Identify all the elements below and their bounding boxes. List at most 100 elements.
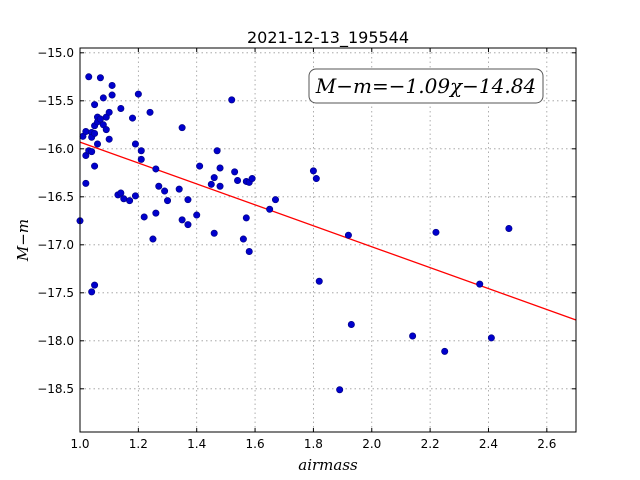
data-point [344,231,352,239]
data-point [88,148,96,156]
fit-line [79,141,577,321]
data-point [82,128,90,136]
data-point [193,211,201,219]
chart-title: 2021-12-13_195544 [247,28,409,48]
y-tick-labels: −15.0 −15.5 −16.0 −16.5 −17.0 −17.5 −18.0 −18.5 [37,46,74,396]
data-point [126,197,134,205]
data-point [210,229,218,237]
data-point [228,96,236,104]
data-point [120,195,128,203]
fit-line-group [79,141,577,321]
data-points [76,73,513,394]
data-point [245,248,253,256]
x-tick-label: 1.6 [246,437,265,451]
fit-equation-box: M−m=−1.09χ−14.84 [308,68,544,104]
data-point [336,386,344,394]
data-point [108,91,116,99]
data-point [312,175,320,183]
x-tick-label: 1.8 [304,437,323,451]
data-point [96,115,104,123]
data-point [117,104,125,112]
data-point [239,235,247,243]
data-point [85,73,93,81]
data-point [271,196,279,204]
data-point [155,182,163,190]
data-point [91,129,99,137]
data-point [476,280,484,288]
data-point [102,126,110,134]
plot-frame [79,47,577,433]
data-point [117,189,125,197]
data-point [91,162,99,170]
data-point [315,277,323,285]
data-point [131,192,139,200]
y-tick-label: −16.0 [37,142,74,156]
data-point [213,147,221,155]
data-point [131,140,139,148]
data-point [409,332,417,340]
data-point [216,164,224,172]
data-point [175,185,183,193]
data-point [234,176,242,184]
data-point [207,180,215,188]
data-point [129,114,137,122]
y-tick-label: −15.5 [37,94,74,108]
data-point [210,174,218,182]
fit-equation-text: M−m=−1.09χ−14.84 [315,74,536,98]
data-point [441,347,449,355]
data-point [266,205,274,213]
data-point [178,216,186,224]
data-point [505,224,513,232]
data-point [105,108,113,116]
data-point [94,140,102,148]
data-point [164,197,172,205]
data-point [149,235,157,243]
data-point [196,162,204,170]
y-tick-label: −17.5 [37,286,74,300]
data-point [178,124,186,132]
data-point [88,288,96,296]
y-tick-label: −17.0 [37,238,74,252]
x-tick-label: 2.2 [421,437,440,451]
data-point [91,101,99,109]
data-point [152,209,160,217]
x-tick-label: 1.0 [70,437,89,451]
data-point [487,334,495,342]
data-point [137,147,145,155]
y-axis-label: M−m [14,219,32,262]
data-point [108,81,116,89]
data-point [82,179,90,187]
axis-ticks [79,48,576,432]
data-point [134,90,142,98]
data-point [216,182,224,190]
data-point [347,320,355,328]
fit-equation-frame [308,68,544,104]
data-point [146,108,154,116]
data-point [105,135,113,143]
data-point [96,74,104,82]
data-point [152,165,160,173]
data-point [242,214,250,222]
y-tick-label: −15.0 [37,46,74,60]
x-tick-label: 1.4 [187,437,206,451]
data-point [184,221,192,229]
x-tick-label: 2.4 [479,437,498,451]
x-tick-label: 1.2 [129,437,148,451]
y-tick-label: −16.5 [37,190,74,204]
data-point [140,213,148,221]
data-point [91,281,99,289]
x-tick-label: 2.6 [537,437,556,451]
y-tick-label: −18.5 [37,382,74,396]
x-axis-label: airmass [298,456,358,474]
data-point [309,167,317,175]
y-tick-label: −18.0 [37,334,74,348]
data-point [432,228,440,236]
data-point [99,94,107,102]
x-tick-labels: 1.0 1.2 1.4 1.6 1.8 2.0 2.2 2.4 2.6 [70,437,556,451]
data-point [231,168,239,176]
data-point [137,155,145,163]
data-point [184,196,192,204]
data-point [248,175,256,183]
data-point [161,187,169,195]
